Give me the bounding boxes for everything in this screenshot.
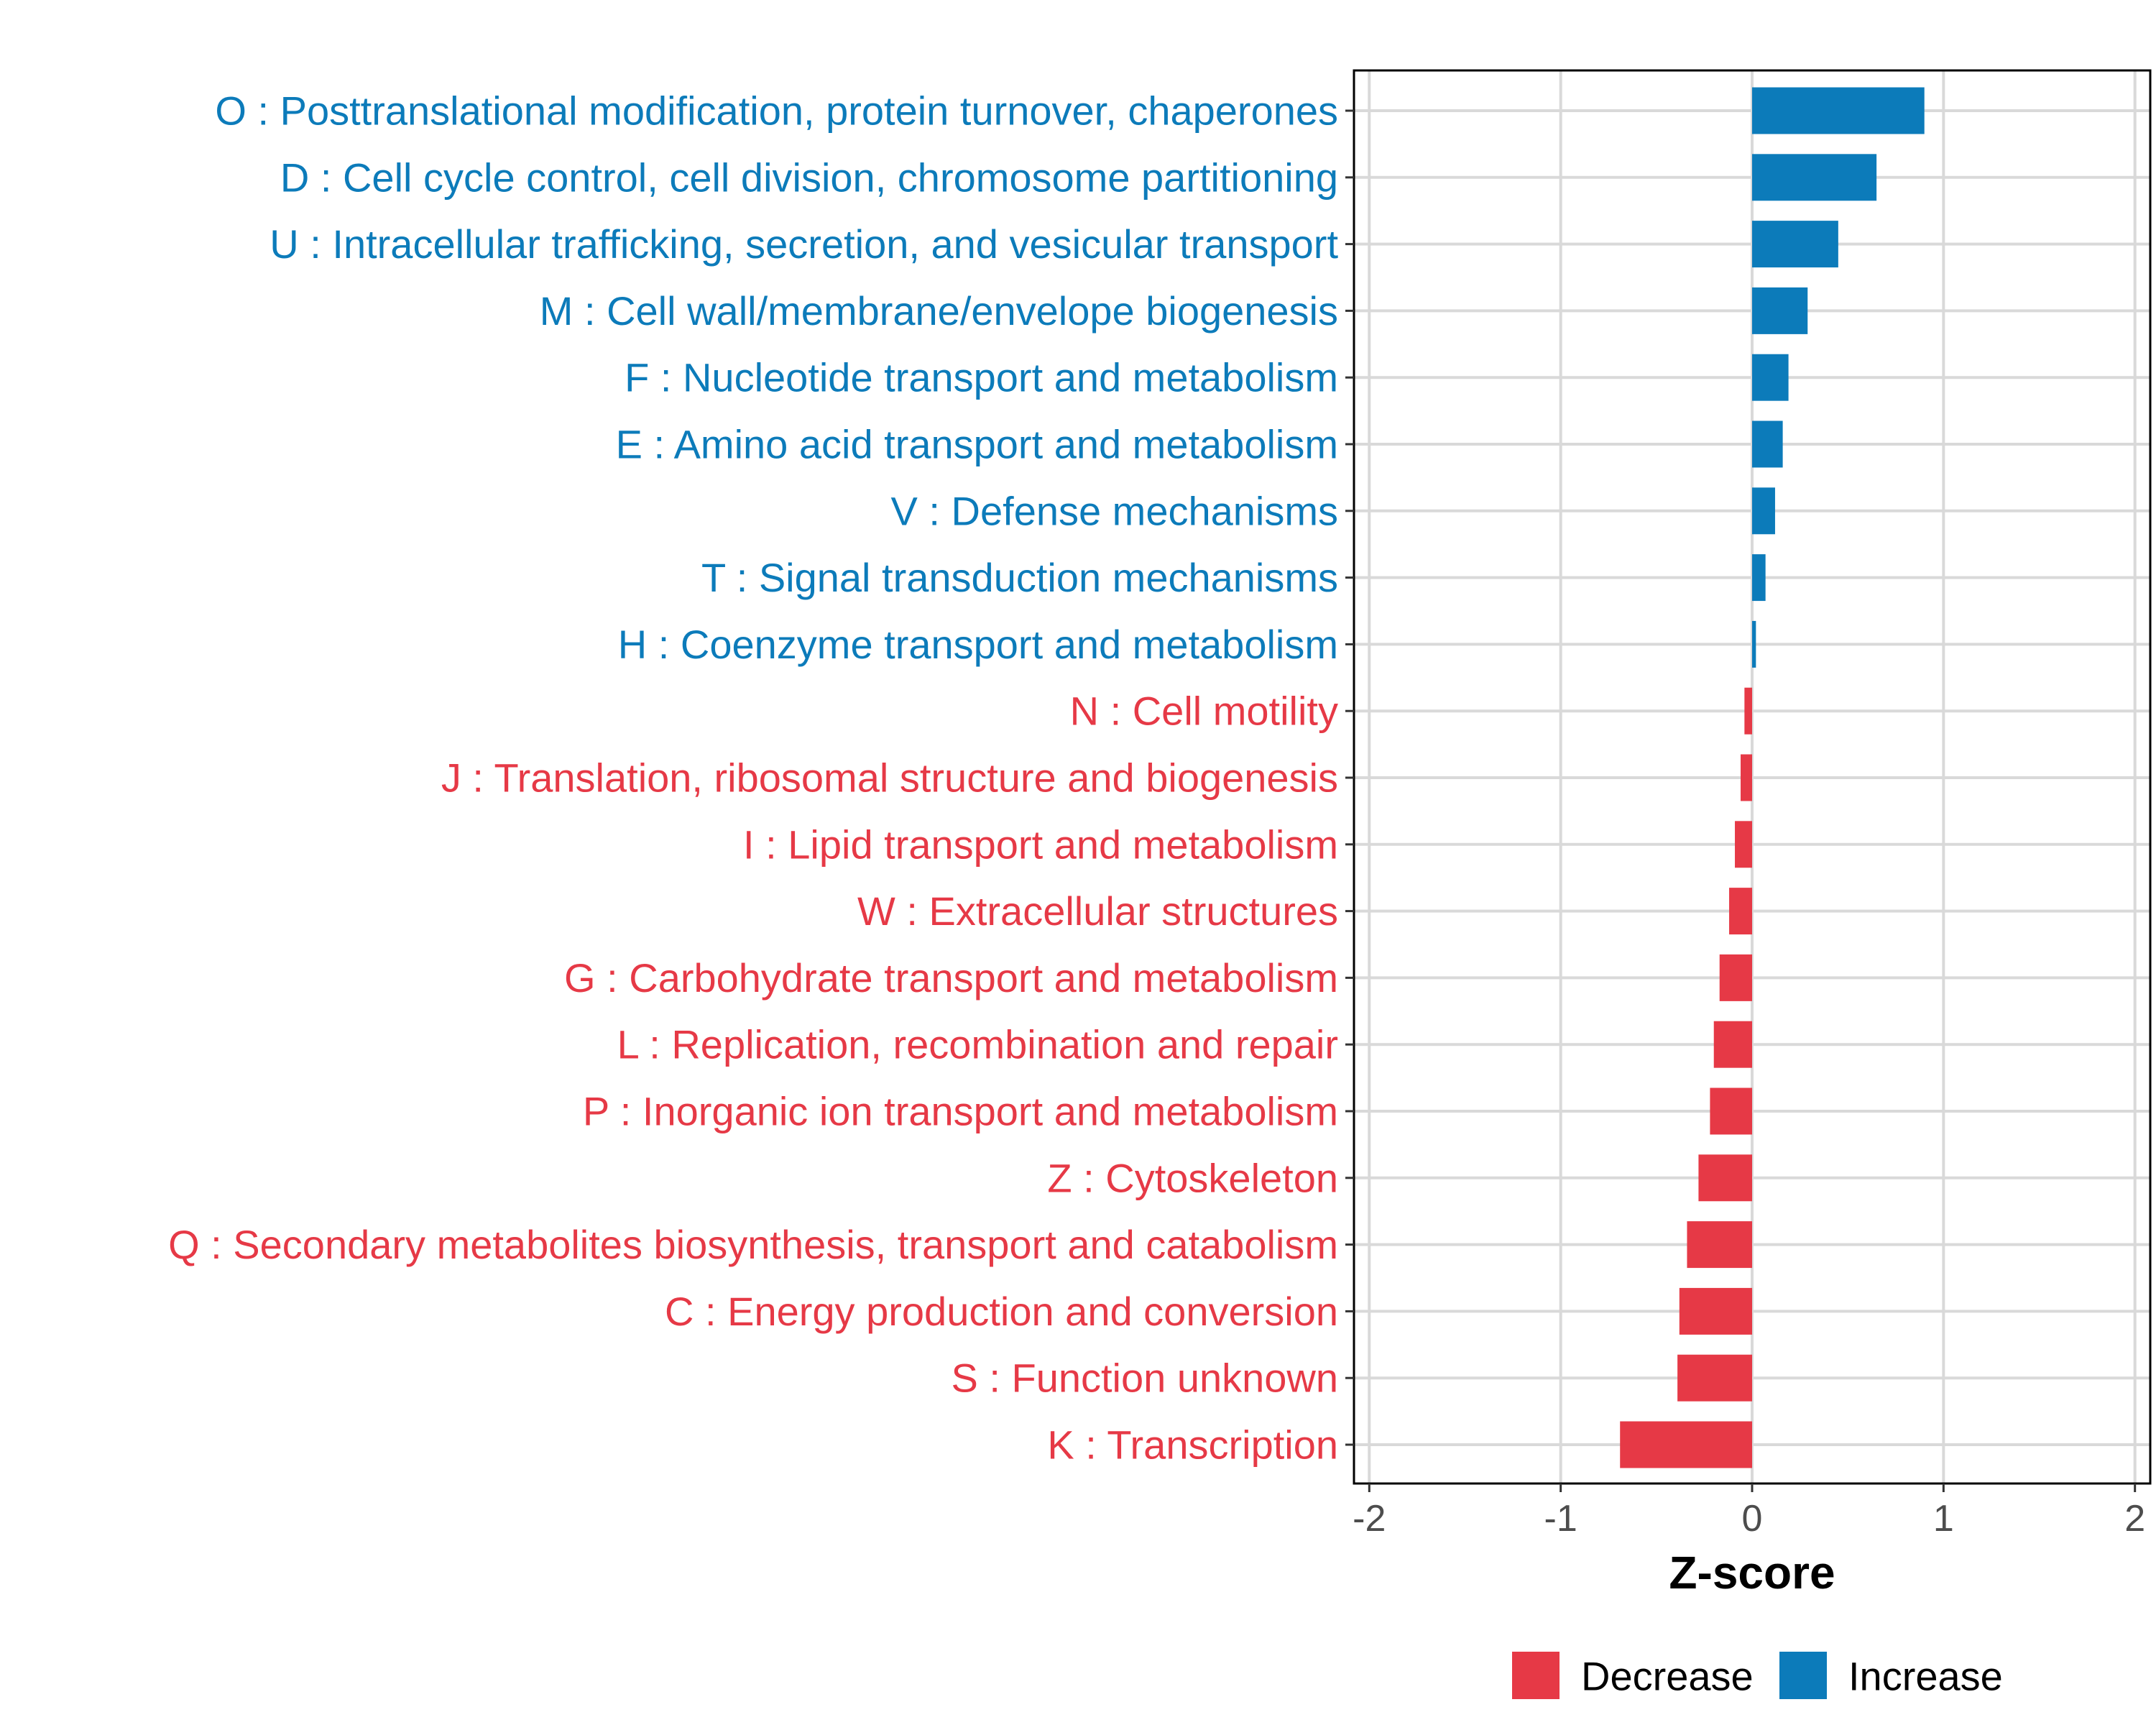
legend: Decrease Increase [1512,1652,2003,1699]
y-axis: O : Posttranslational modification, prot… [168,88,1354,1468]
bar-w [1729,888,1752,935]
bar-d [1752,154,1877,201]
x-tick-label: 1 [1933,1498,1954,1540]
category-label: J : Translation, ribosomal structure and… [441,755,1338,801]
bar-j [1741,754,1752,801]
x-tick-label: 2 [2124,1498,2145,1540]
bar-c [1679,1287,1752,1335]
category-label: T : Signal transduction mechanisms [701,555,1338,600]
bar-t [1752,554,1766,602]
bar-f [1752,354,1789,401]
category-label: K : Transcription [1047,1422,1338,1468]
bar-h [1752,620,1756,668]
category-label: Z : Cytoskeleton [1047,1155,1338,1200]
category-label: F : Nucleotide transport and metabolism [625,355,1338,400]
bar-s [1677,1354,1752,1402]
category-label: O : Posttranslational modification, prot… [215,88,1338,134]
x-tick-label: -1 [1544,1498,1577,1540]
bar-layer [1620,87,1925,1468]
bar-i [1735,821,1752,868]
category-label: L : Replication, recombination and repai… [617,1022,1338,1067]
bar-g [1719,954,1752,1001]
category-label: M : Cell wall/membrane/envelope biogenes… [540,288,1338,334]
x-tick-label: 0 [1742,1498,1763,1540]
bar-k [1620,1421,1752,1468]
bar-q [1687,1221,1752,1269]
category-label: Q : Secondary metabolites biosynthesis, … [168,1222,1338,1267]
category-label: H : Coenzyme transport and metabolism [618,622,1338,667]
category-label: W : Extracellular structures [857,888,1338,934]
bar-l [1713,1021,1752,1068]
category-label: S : Function unknown [951,1356,1338,1401]
x-axis-title: Z-score [1669,1547,1835,1598]
x-tick-label: -2 [1353,1498,1386,1540]
category-label: I : Lipid transport and metabolism [743,822,1338,867]
legend-label-decrease: Decrease [1581,1654,1754,1699]
legend-swatch-decrease [1512,1652,1560,1699]
bar-o [1752,87,1925,134]
category-label: G : Carbohydrate transport and metabolis… [564,955,1338,1000]
bar-m [1752,287,1808,334]
category-label: C : Energy production and conversion [665,1289,1338,1334]
bar-z [1698,1154,1752,1202]
bar-u [1752,221,1838,268]
category-label: E : Amino acid transport and metabolism [616,422,1338,467]
legend-swatch-increase [1779,1652,1827,1699]
category-label: D : Cell cycle control, cell division, c… [280,155,1338,200]
bar-n [1744,687,1752,735]
category-label: N : Cell motility [1070,689,1338,734]
bar-p [1710,1087,1752,1135]
bar-e [1752,420,1783,468]
category-label: V : Defense mechanisms [891,488,1338,533]
bar-v [1752,487,1775,535]
category-label: U : Intracellular trafficking, secretion… [270,221,1338,267]
legend-label-increase: Increase [1848,1654,2003,1699]
category-label: P : Inorganic ion transport and metaboli… [583,1089,1338,1134]
x-axis: -2 -1 0 1 2 [1353,1484,2145,1540]
